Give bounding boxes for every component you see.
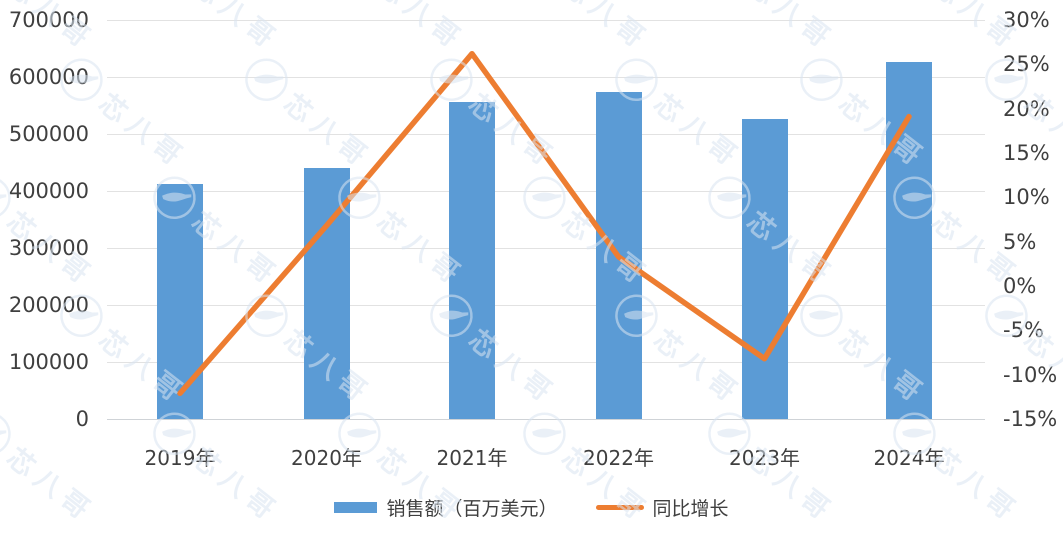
x-axis-label-2019年: 2019年 bbox=[144, 446, 216, 470]
legend-item-sales: 销售额（百万美元） bbox=[334, 494, 558, 521]
gridline-700000 bbox=[107, 20, 985, 21]
chart-legend: 销售额（百万美元） 同比增长 bbox=[0, 494, 1063, 521]
gridline-200000 bbox=[107, 305, 985, 306]
gridline-100000 bbox=[107, 362, 985, 363]
x-axis-label-2021年: 2021年 bbox=[436, 446, 508, 470]
x-axis-label-2022年: 2022年 bbox=[583, 446, 654, 470]
right-axis-tick--10%: -10% bbox=[1003, 362, 1058, 387]
x-axis-label-2020年: 2020年 bbox=[291, 446, 362, 470]
gridline-600000 bbox=[107, 77, 985, 78]
gridline-500000 bbox=[107, 134, 985, 135]
right-axis-tick-15%: 15% bbox=[1003, 141, 1050, 165]
legend-line-swatch-icon bbox=[595, 505, 644, 510]
right-axis-tick-5%: 5% bbox=[1003, 229, 1037, 254]
x-axis-label-2023年: 2023年 bbox=[729, 446, 800, 470]
bar-2021年 bbox=[449, 102, 495, 419]
left-axis-tick-500000: 500000 bbox=[8, 122, 89, 146]
right-axis-tick--15%: -15% bbox=[1003, 407, 1058, 431]
legend-bar-label: 销售额（百万美元） bbox=[386, 498, 558, 520]
growth-line bbox=[177, 50, 912, 397]
bar-2023年 bbox=[741, 118, 788, 419]
x-axis-label-2024年: 2024年 bbox=[873, 446, 945, 470]
left-axis-tick-400000: 400000 bbox=[8, 179, 89, 203]
legend-item-growth: 同比增长 bbox=[595, 494, 729, 521]
legend-line-label: 同比增长 bbox=[652, 498, 729, 520]
right-axis-tick-0%: 0% bbox=[1003, 274, 1037, 298]
gridline-300000 bbox=[107, 248, 985, 249]
left-axis-tick-0: 0 bbox=[75, 407, 89, 431]
left-axis-tick-700000: 700000 bbox=[8, 8, 89, 32]
legend-bar-swatch-icon bbox=[334, 502, 378, 513]
right-axis-tick-10%: 10% bbox=[1003, 185, 1050, 210]
left-axis-tick-100000: 100000 bbox=[8, 350, 89, 374]
right-axis-tick-30%: 30% bbox=[1003, 8, 1050, 32]
left-axis-tick-300000: 300000 bbox=[8, 236, 89, 260]
